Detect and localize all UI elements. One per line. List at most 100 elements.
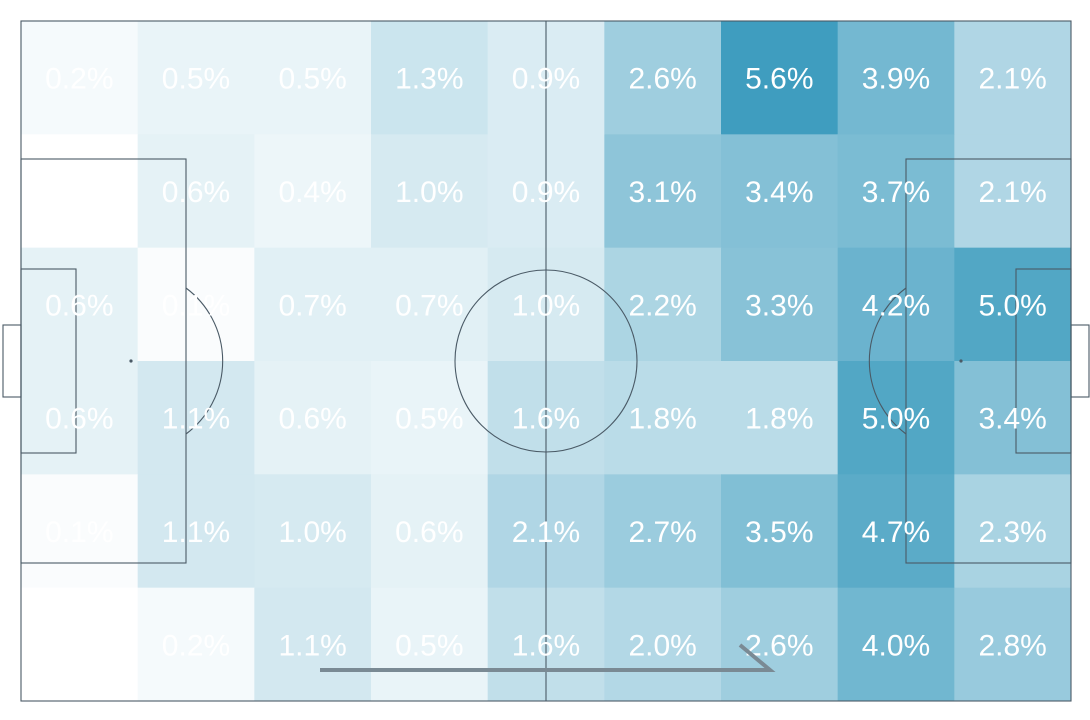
cell-value-label: 1.1% xyxy=(278,629,346,662)
heatmap-cell xyxy=(954,361,1072,475)
heatmap-cell xyxy=(837,134,955,249)
cell-value-label: 0.2% xyxy=(45,63,113,96)
heatmap-cell xyxy=(137,474,255,589)
cell-value-label: 1.6% xyxy=(512,629,580,662)
heatmap-cell xyxy=(371,587,489,702)
cell-value-label: 1.1% xyxy=(162,516,230,549)
heatmap-cell xyxy=(371,361,489,475)
cell-value-label: 0.4% xyxy=(278,176,346,209)
heatmap-cell xyxy=(21,21,139,135)
cell-value-label: 0.5% xyxy=(395,629,463,662)
cell-value-label: 1.0% xyxy=(278,516,346,549)
cell-value-label: 0.9% xyxy=(512,176,580,209)
heatmap-cell xyxy=(954,587,1072,702)
cell-value-label: 2.1% xyxy=(978,63,1046,96)
heatmap-cell xyxy=(837,474,955,589)
cell-value-label: 1.6% xyxy=(512,403,580,436)
heatmap-cell xyxy=(604,361,722,475)
pitch-markings xyxy=(2,20,1090,702)
cell-value-label: 0.6% xyxy=(45,289,113,322)
heatmap-cell xyxy=(21,587,139,702)
heatmap-cell xyxy=(137,361,255,475)
heatmap-cell xyxy=(604,247,722,362)
cell-value-label: 2.1% xyxy=(512,516,580,549)
cell-value-label: 4.0% xyxy=(862,629,930,662)
cell-value-label: 0.9% xyxy=(512,63,580,96)
cell-value-label: 5.6% xyxy=(745,63,813,96)
heatmap-cell xyxy=(604,587,722,702)
cell-value-label: 1.0% xyxy=(512,289,580,322)
cell-value-label: 1.3% xyxy=(395,63,463,96)
heatmap-cell xyxy=(604,134,722,249)
cell-value-label: 2.1% xyxy=(978,176,1046,209)
heatmap-cell xyxy=(371,21,489,135)
cell-value-label: 0.5% xyxy=(395,403,463,436)
heatmap-cell xyxy=(254,587,372,702)
heatmap-cell xyxy=(254,474,372,589)
heatmap-cell xyxy=(837,361,955,475)
cell-value-label: 3.5% xyxy=(745,516,813,549)
left-penalty-arc xyxy=(185,287,224,435)
heatmap-cell xyxy=(954,134,1072,249)
heatmap-cell xyxy=(371,247,489,362)
cell-value-label: 3.4% xyxy=(978,403,1046,436)
attack-direction-arrow xyxy=(320,643,776,672)
heatmap-cell xyxy=(254,21,372,135)
heatmap-cell xyxy=(721,134,839,249)
cell-value-label: 5.0% xyxy=(862,403,930,436)
cell-value-label: 0.7% xyxy=(278,289,346,322)
cell-value-label: 3.1% xyxy=(628,176,696,209)
heatmap-cell xyxy=(837,21,955,135)
heatmap-cell xyxy=(954,474,1072,589)
heatmap-cell xyxy=(254,361,372,475)
cell-value-label: 0.5% xyxy=(278,63,346,96)
cell-value-label: 0.6% xyxy=(395,516,463,549)
cell-value-label: 0.6% xyxy=(45,403,113,436)
cell-value-label: 2.7% xyxy=(628,516,696,549)
cell-value-label: 1.0% xyxy=(395,176,463,209)
cell-value-label: 4.7% xyxy=(862,516,930,549)
heatmap-cell xyxy=(254,134,372,249)
cell-value-label: 3.4% xyxy=(745,176,813,209)
cell-value-label: 3.7% xyxy=(862,176,930,209)
left-goal xyxy=(2,324,22,398)
cell-value-label: 0.1% xyxy=(162,289,230,322)
right-penalty-spot xyxy=(959,359,963,363)
cell-value-label: 4.2% xyxy=(862,289,930,322)
cell-value-label: 2.8% xyxy=(978,629,1046,662)
left-penalty-spot xyxy=(129,359,133,363)
heatmap-cell xyxy=(371,134,489,249)
heatmap-cell xyxy=(721,21,839,135)
heatmap-cell xyxy=(21,247,139,362)
cell-value-label: 3.3% xyxy=(745,289,813,322)
heatmap-cell xyxy=(954,247,1072,362)
cell-value-label: 2.0% xyxy=(628,629,696,662)
cell-value-label: 0.5% xyxy=(162,63,230,96)
cell-value-label: 1.1% xyxy=(162,403,230,436)
heatmap-cell xyxy=(137,587,255,702)
cell-value-label: 0.2% xyxy=(162,629,230,662)
heatmap-cell xyxy=(21,474,139,589)
cell-value-label: 0.6% xyxy=(162,176,230,209)
heatmap-cell xyxy=(137,134,255,249)
heatmap-labels: 0.2% 0.5% 0.5% 1.3% 0.9% 2.6% 5.6% 3.9% 2.1% 0.6%… xyxy=(45,63,1047,663)
heatmap-cell xyxy=(604,474,722,589)
heatmap-cell xyxy=(954,21,1072,135)
right-penalty-arc xyxy=(868,287,907,435)
heatmap-cell xyxy=(137,21,255,135)
heatmap-cell xyxy=(137,247,255,362)
cell-value-label: 1.8% xyxy=(745,403,813,436)
heatmap-cell xyxy=(371,474,489,589)
cell-value-label: 2.2% xyxy=(628,289,696,322)
heatmap-cell xyxy=(254,247,372,362)
cell-value-label: 5.0% xyxy=(978,289,1046,322)
heatmap-cell xyxy=(837,587,955,702)
centre-circle xyxy=(454,269,638,453)
right-goal xyxy=(1070,324,1090,398)
cell-value-label: 1.8% xyxy=(628,403,696,436)
cell-value-label: 2.3% xyxy=(978,516,1046,549)
heatmap-cell xyxy=(837,247,955,362)
cell-value-label: 3.9% xyxy=(862,63,930,96)
heatmap-cell xyxy=(21,134,139,249)
